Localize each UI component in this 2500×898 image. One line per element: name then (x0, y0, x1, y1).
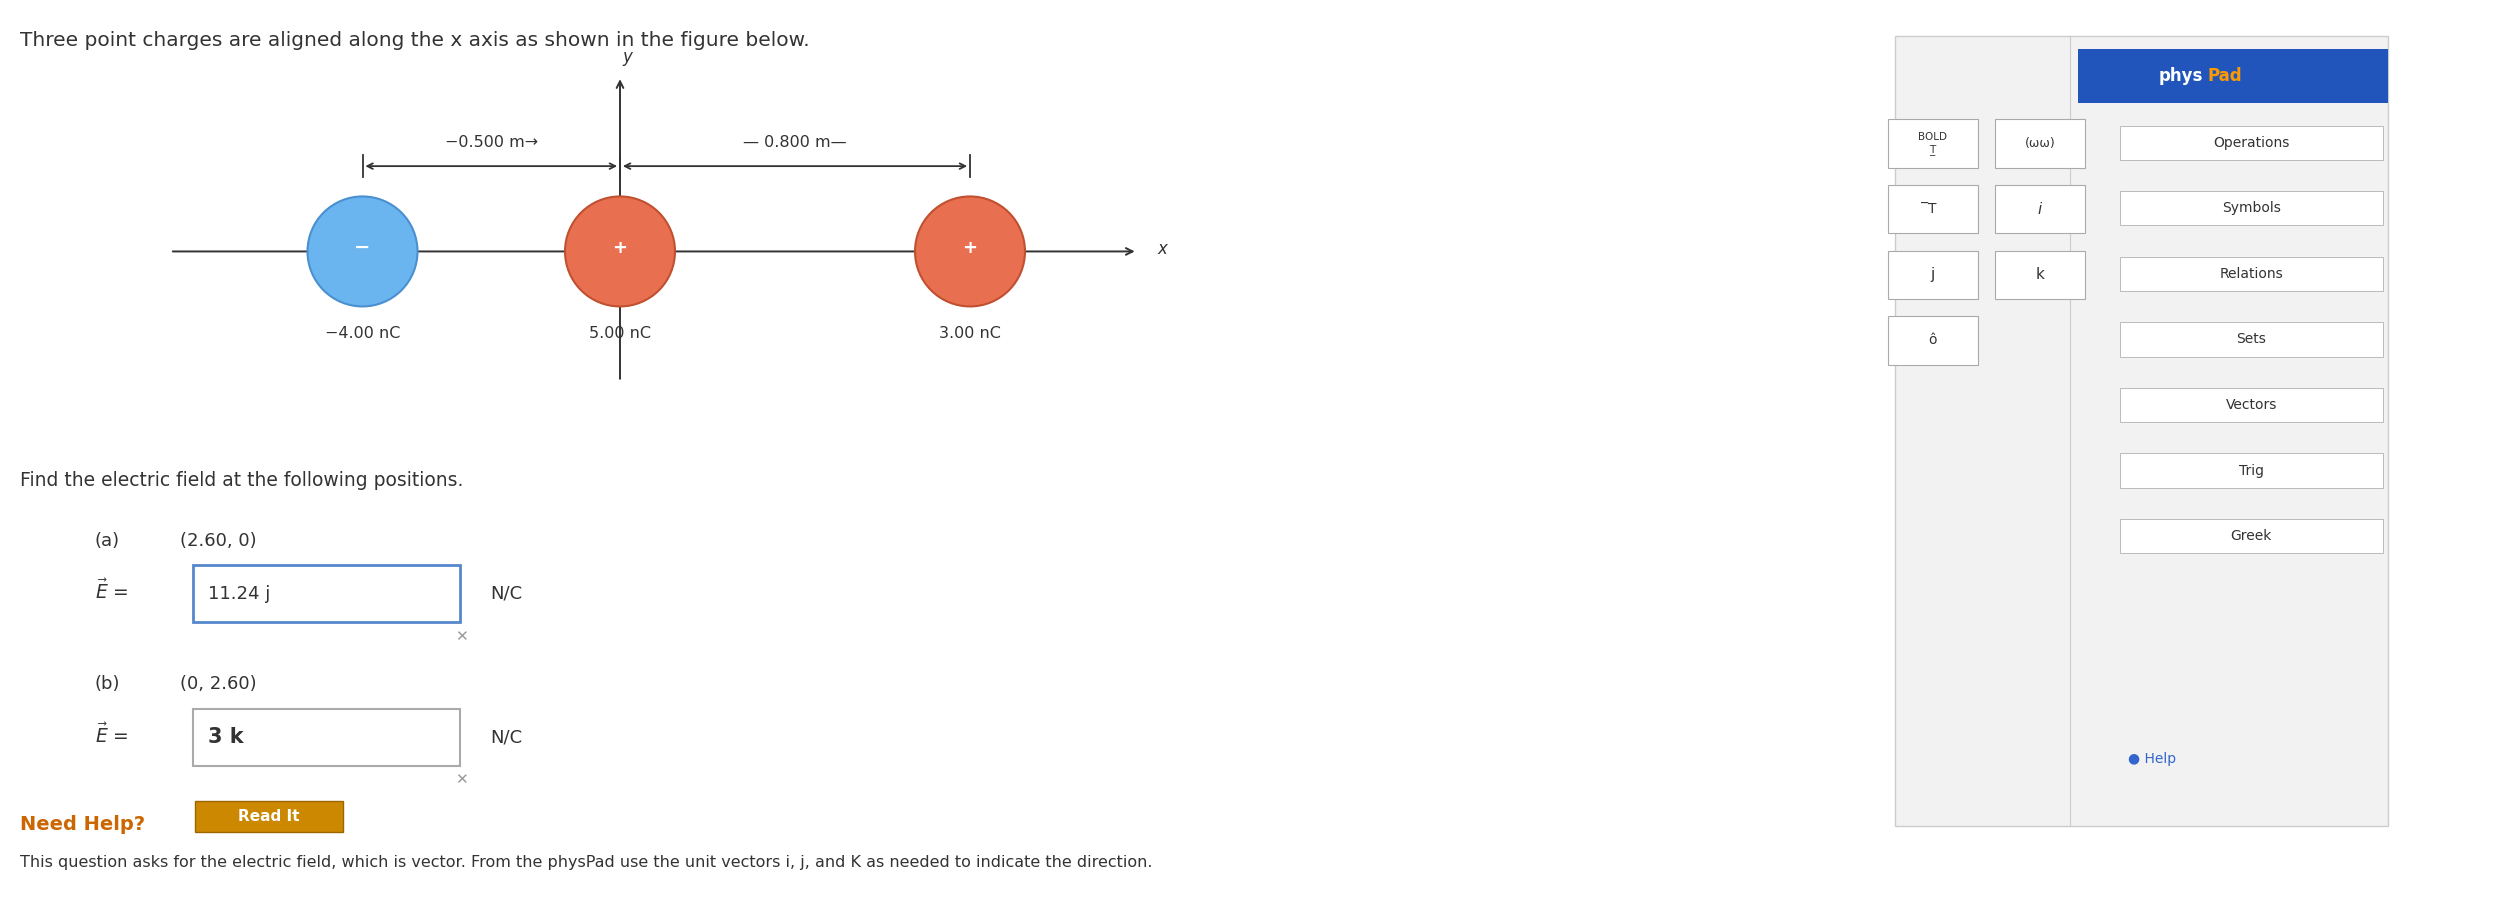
Text: $\vec{E}$ =: $\vec{E}$ = (95, 723, 128, 746)
Text: y: y (622, 48, 632, 66)
Text: Find the electric field at the following positions.: Find the electric field at the following… (20, 471, 462, 490)
Text: Operations: Operations (2212, 136, 2290, 150)
Text: ô: ô (1928, 333, 1938, 348)
Text: −0.500 m→: −0.500 m→ (445, 135, 538, 150)
Text: (0, 2.60): (0, 2.60) (180, 675, 258, 693)
Text: Greek: Greek (2230, 529, 2272, 543)
FancyBboxPatch shape (2120, 519, 2382, 553)
FancyBboxPatch shape (1888, 185, 1978, 233)
Text: (ωω): (ωω) (2025, 137, 2055, 150)
FancyBboxPatch shape (1995, 185, 2085, 233)
Text: Pad: Pad (2208, 67, 2242, 85)
Ellipse shape (915, 197, 1025, 306)
Text: x: x (1158, 240, 1168, 258)
FancyBboxPatch shape (2120, 191, 2382, 225)
Ellipse shape (565, 197, 675, 306)
Text: N/C: N/C (490, 728, 522, 746)
FancyBboxPatch shape (1895, 36, 2388, 826)
Text: 11.24 j: 11.24 j (208, 585, 270, 603)
Text: 3.00 nC: 3.00 nC (940, 326, 1000, 341)
FancyBboxPatch shape (2120, 322, 2382, 357)
FancyBboxPatch shape (2078, 49, 2388, 103)
Text: Three point charges are aligned along the x axis as shown in the figure below.: Three point charges are aligned along th… (20, 31, 810, 50)
FancyBboxPatch shape (192, 709, 460, 766)
Ellipse shape (308, 197, 418, 306)
Text: (2.60, 0): (2.60, 0) (180, 532, 258, 550)
FancyBboxPatch shape (2120, 257, 2382, 291)
Text: 5.00 nC: 5.00 nC (590, 326, 650, 341)
Text: 3 k: 3 k (208, 727, 242, 747)
Text: — 0.800 m—: — 0.800 m— (742, 135, 848, 150)
FancyBboxPatch shape (1995, 119, 2085, 168)
Text: +: + (612, 239, 628, 257)
FancyBboxPatch shape (1888, 119, 1978, 168)
FancyBboxPatch shape (2120, 453, 2382, 488)
Text: N/C: N/C (490, 585, 522, 603)
Text: ✕: ✕ (455, 629, 468, 644)
Text: (a): (a) (95, 532, 120, 550)
Text: Need Help?: Need Help? (20, 815, 145, 834)
FancyBboxPatch shape (1888, 251, 1978, 299)
Text: $\vec{E}$ =: $\vec{E}$ = (95, 579, 128, 603)
Text: k: k (2035, 268, 2045, 282)
Text: phys: phys (2158, 67, 2202, 85)
Text: Symbols: Symbols (2222, 201, 2280, 216)
Text: ̅T: ̅T (1928, 202, 1938, 216)
FancyBboxPatch shape (195, 801, 342, 832)
Text: Trig: Trig (2240, 463, 2265, 478)
FancyBboxPatch shape (1995, 251, 2085, 299)
Text: ✕: ✕ (455, 772, 468, 788)
Text: Relations: Relations (2220, 267, 2282, 281)
Text: (b): (b) (95, 675, 120, 693)
FancyBboxPatch shape (192, 565, 460, 622)
Text: ● Help: ● Help (2128, 752, 2175, 766)
Text: −4.00 nC: −4.00 nC (325, 326, 400, 341)
Text: Sets: Sets (2238, 332, 2265, 347)
Text: i: i (2037, 202, 2042, 216)
Text: This question asks for the electric field, which is vector. From the physPad use: This question asks for the electric fiel… (20, 855, 1152, 870)
FancyBboxPatch shape (2120, 388, 2382, 422)
FancyBboxPatch shape (2120, 126, 2382, 160)
Text: +: + (962, 239, 978, 257)
Text: j: j (1930, 268, 1935, 282)
Text: Vectors: Vectors (2225, 398, 2278, 412)
Text: Read It: Read It (238, 809, 300, 823)
FancyBboxPatch shape (1888, 316, 1978, 365)
Text: −: − (355, 238, 370, 258)
Text: BOLD
T̲: BOLD T̲ (1918, 132, 1948, 155)
